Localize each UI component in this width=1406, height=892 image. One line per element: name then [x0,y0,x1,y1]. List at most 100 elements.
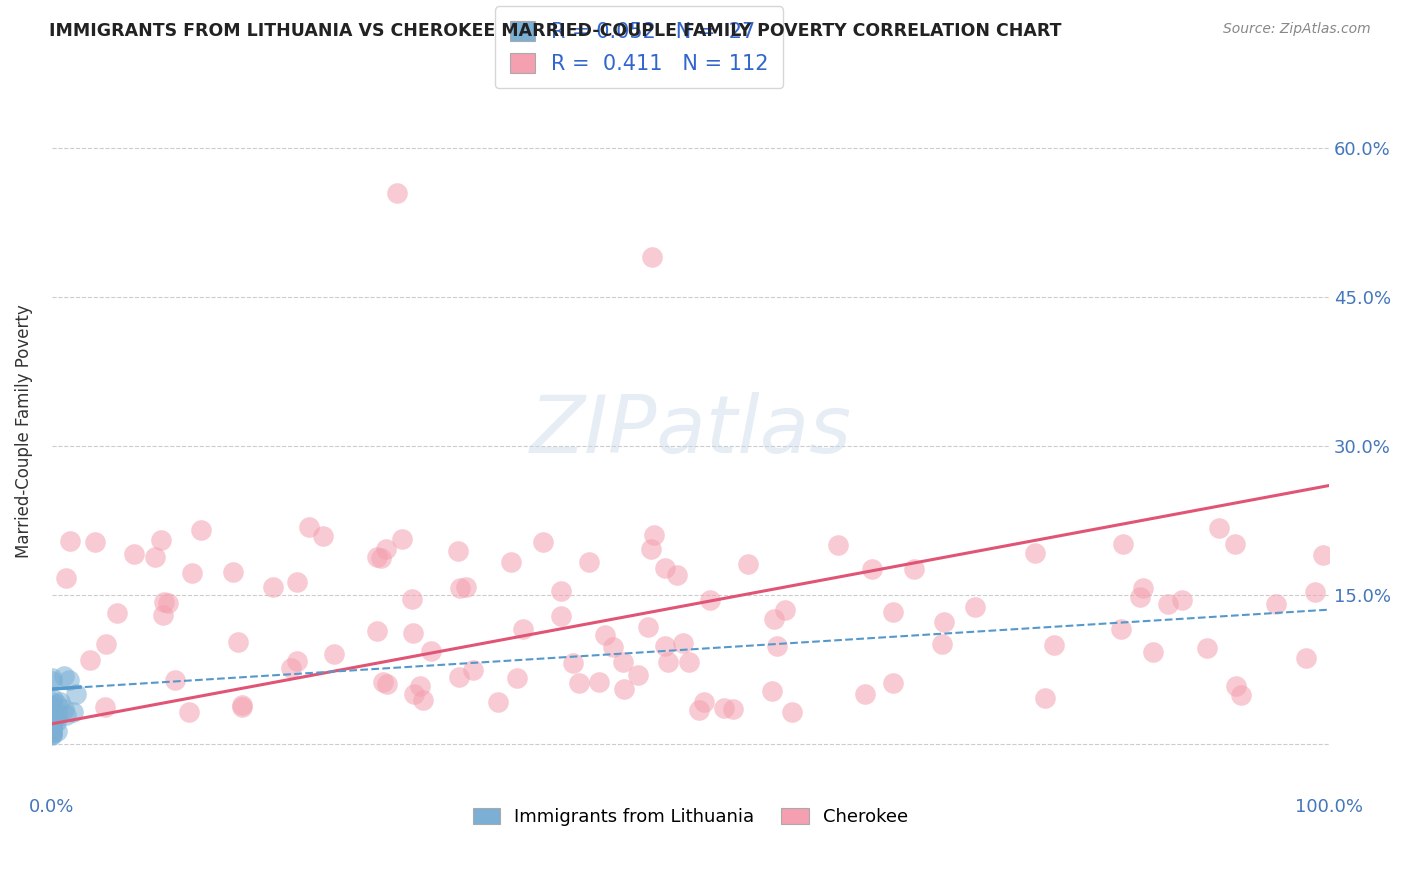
Point [447,670,470,684]
Point [666,567,689,582]
Point [449,582,471,596]
Point [165,673,187,687]
Text: Source: ZipAtlas.com: Source: ZipAtlas.com [1223,22,1371,37]
Point [550,608,572,623]
Point [62,705,84,719]
Point [46,697,69,711]
Point [761,684,783,698]
Point [280,661,302,675]
Point [627,668,650,682]
Point [1225,537,1247,551]
Point [374,541,396,556]
Point [643,528,665,542]
Point [737,557,759,571]
Point [827,537,849,551]
Point [637,620,659,634]
Point [721,702,744,716]
Point [41,700,63,714]
Point [654,561,676,575]
Point [96,637,118,651]
Point [657,655,679,669]
Point [780,706,803,720]
Point [447,543,470,558]
Point [640,542,662,557]
Point [46,707,69,722]
Point [41,698,63,713]
Point [45,714,67,729]
Point [42,714,65,729]
Point [52,668,75,682]
Point [231,699,253,714]
Point [179,705,201,719]
Point [1024,546,1046,560]
Point [1142,645,1164,659]
Point [765,639,787,653]
Point [153,594,176,608]
Point [41,721,63,735]
Point [486,695,509,709]
Point [391,532,413,546]
Point [298,519,321,533]
Point [409,679,432,693]
Point [41,673,63,688]
Point [53,702,76,716]
Point [41,695,63,709]
Point [45,708,67,723]
Point [143,549,166,564]
Point [512,622,534,636]
Point [699,593,721,607]
Point [903,562,925,576]
Point [401,591,423,606]
Point [1225,679,1247,693]
Point [882,605,904,619]
Point [226,634,249,648]
Point [1195,641,1218,656]
Point [150,533,173,547]
Point [370,550,392,565]
Point [1229,688,1251,702]
Point [156,595,179,609]
Point [1305,584,1327,599]
Point [613,681,636,696]
Point [1208,521,1230,535]
Point [79,653,101,667]
Point [853,687,876,701]
Point [550,584,572,599]
Point [932,615,955,630]
Point [568,676,591,690]
Point [262,580,284,594]
Point [713,701,735,715]
Point [105,606,128,620]
Point [58,673,80,688]
Point [1111,537,1133,551]
Point [602,640,624,654]
Point [41,719,63,733]
Point [612,655,634,669]
Point [588,675,610,690]
Point [1043,639,1066,653]
Point [322,647,344,661]
Point [402,687,425,701]
Point [531,535,554,549]
Point [190,523,212,537]
Point [402,626,425,640]
Point [1132,582,1154,596]
Point [41,720,63,734]
Point [882,676,904,690]
Point [285,575,308,590]
Point [42,692,65,706]
Point [48,695,70,709]
Text: ZIPatlas: ZIPatlas [529,392,852,470]
Point [55,571,77,585]
Point [1171,593,1194,607]
Point [366,624,388,638]
Point [55,707,77,722]
Y-axis label: Married-Couple Family Poverty: Married-Couple Family Poverty [15,304,32,558]
Point [678,655,700,669]
Point [222,565,245,579]
Point [641,250,664,264]
Point [152,607,174,622]
Point [181,566,204,581]
Point [375,676,398,690]
Legend: Immigrants from Lithuania, Cherokee: Immigrants from Lithuania, Cherokee [464,798,917,835]
